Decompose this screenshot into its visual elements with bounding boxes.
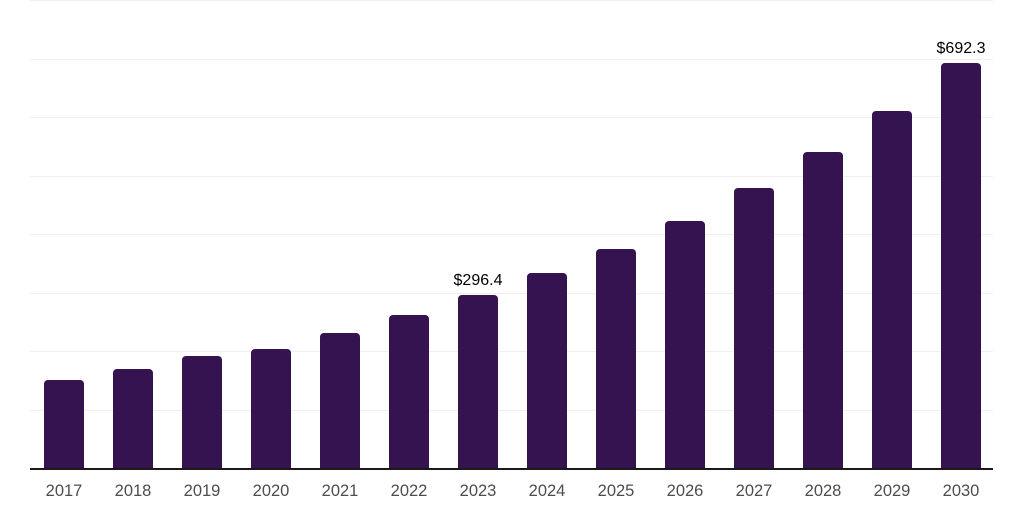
bar-2019 xyxy=(182,355,222,468)
bar-2030 xyxy=(941,63,981,468)
x-tick-label-2024: 2024 xyxy=(528,482,566,500)
bar-2028 xyxy=(803,151,843,468)
x-tick-label-2027: 2027 xyxy=(735,482,773,500)
gridline-800 xyxy=(30,0,993,1)
x-tick-label-2017: 2017 xyxy=(45,482,83,500)
bar-2020 xyxy=(251,349,291,468)
x-axis-line xyxy=(30,468,993,470)
gridline-500 xyxy=(30,175,993,177)
gridline-700 xyxy=(30,58,993,60)
bar-2018 xyxy=(113,369,153,468)
gridline-100 xyxy=(30,409,993,411)
value-label-2023: $296.4 xyxy=(453,271,503,289)
bar-2026 xyxy=(665,221,705,468)
gridline-400 xyxy=(30,234,993,235)
x-tick-label-2025: 2025 xyxy=(597,482,635,500)
x-tick-label-2022: 2022 xyxy=(390,482,428,500)
x-tick-label-2021: 2021 xyxy=(321,482,359,500)
value-label-2030: $692.3 xyxy=(936,40,986,57)
x-tick-label-2023: 2023 xyxy=(459,482,497,500)
bar-2024 xyxy=(527,273,567,468)
plot-area: $296.4 $692.3 xyxy=(30,0,993,470)
bar-2023 xyxy=(458,294,498,468)
bar-2025 xyxy=(596,248,636,468)
x-tick-label-2019: 2019 xyxy=(183,482,221,500)
x-tick-label-2029: 2029 xyxy=(873,482,911,500)
x-tick-label-2028: 2028 xyxy=(804,482,842,500)
x-tick-label-2018: 2018 xyxy=(114,482,152,500)
bar-2021 xyxy=(320,332,360,468)
gridline-300 xyxy=(30,292,993,294)
gridline-200 xyxy=(30,351,993,352)
bar-2029 xyxy=(872,110,912,468)
bar-2017 xyxy=(44,380,84,468)
x-tick-label-2020: 2020 xyxy=(252,482,290,500)
x-tick-label-2026: 2026 xyxy=(666,482,704,500)
bar-2022 xyxy=(389,315,429,468)
bar-2027 xyxy=(734,188,774,468)
gridline-600 xyxy=(30,117,993,118)
x-tick-label-2030: 2030 xyxy=(942,482,980,500)
